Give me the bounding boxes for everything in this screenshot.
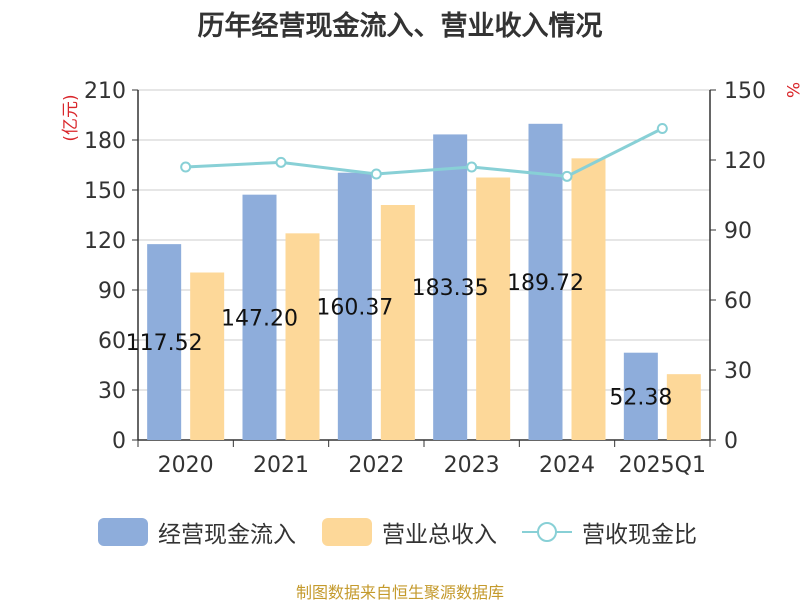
line-cash-ratio [185, 127, 664, 178]
right-tick-label: 30 [724, 359, 752, 384]
right-tick-label: 0 [724, 429, 738, 454]
legend-swatch-revenue [322, 518, 372, 546]
right-tick-label: 120 [724, 149, 766, 174]
bar-cash-inflow [433, 134, 468, 440]
x-tick-label: 2021 [253, 453, 309, 478]
legend-item-cash-inflow[interactable]: 经营现金流入 [98, 512, 296, 552]
legend-label-cash-inflow: 经营现金流入 [158, 522, 296, 548]
line-point-cash-ratio [466, 161, 478, 173]
legend-item-revenue[interactable]: 营业总收入 [322, 512, 497, 552]
data-label-cash-inflow: 117.52 [126, 331, 203, 356]
left-tick-label: 120 [84, 229, 126, 254]
data-label-cash-inflow: 189.72 [507, 271, 584, 296]
data-label-cash-inflow: 147.20 [221, 306, 298, 331]
bar-revenue [571, 158, 606, 441]
data-label-cash-inflow: 183.35 [412, 276, 489, 301]
line-point-cash-ratio [180, 161, 192, 173]
legend: 经营现金流入 营业总收入 营收现金比 [0, 512, 800, 552]
data-label-cash-inflow: 160.37 [316, 295, 393, 320]
source-footer: 制图数据来自恒生聚源数据库 [295, 583, 504, 602]
bar-revenue [285, 233, 320, 440]
bar-revenue [190, 272, 225, 440]
line-point-cash-ratio [370, 168, 382, 180]
legend-swatch-cash-inflow [98, 518, 148, 546]
left-tick-label: 150 [84, 179, 126, 204]
line-point-cash-ratio [656, 123, 668, 134]
bar-cash-inflow [623, 352, 658, 440]
legend-label-cash-ratio: 营收现金比 [582, 522, 697, 548]
x-tick-label: 2020 [158, 453, 214, 478]
x-tick-label: 2022 [348, 453, 404, 478]
bar-revenue [380, 205, 415, 440]
legend-label-revenue: 营业总收入 [382, 522, 497, 548]
bar-revenue [666, 374, 701, 440]
bar-cash-inflow [242, 194, 277, 440]
x-tick-label: 2024 [539, 453, 595, 478]
right-tick-label: 60 [724, 289, 752, 314]
line-point-cash-ratio [275, 156, 287, 168]
bar-revenue [476, 177, 511, 440]
left-tick-label: 30 [98, 379, 126, 404]
right-tick-label: 90 [724, 219, 752, 244]
bar-cash-inflow [337, 172, 372, 440]
left-tick-label: 90 [98, 279, 126, 304]
line-point-cash-ratio [561, 170, 573, 182]
data-label-cash-inflow: 52.38 [609, 385, 672, 410]
left-axis-unit: (亿元) [61, 94, 81, 141]
left-tick-label: 0 [112, 429, 126, 454]
legend-item-cash-ratio[interactable]: 营收现金比 [522, 512, 697, 552]
x-tick-label: 2025Q1 [619, 453, 706, 478]
chart-title: 历年经营现金流入、营业收入情况 [197, 11, 603, 42]
left-tick-label: 180 [84, 129, 126, 154]
left-tick-label: 60 [98, 329, 126, 354]
left-tick-label: 210 [84, 79, 126, 104]
right-tick-label: 150 [724, 79, 766, 104]
legend-line-icon [522, 518, 572, 546]
right-axis-unit: % [782, 82, 800, 98]
bar-cash-inflow [147, 244, 182, 440]
x-tick-label: 2023 [444, 453, 500, 478]
